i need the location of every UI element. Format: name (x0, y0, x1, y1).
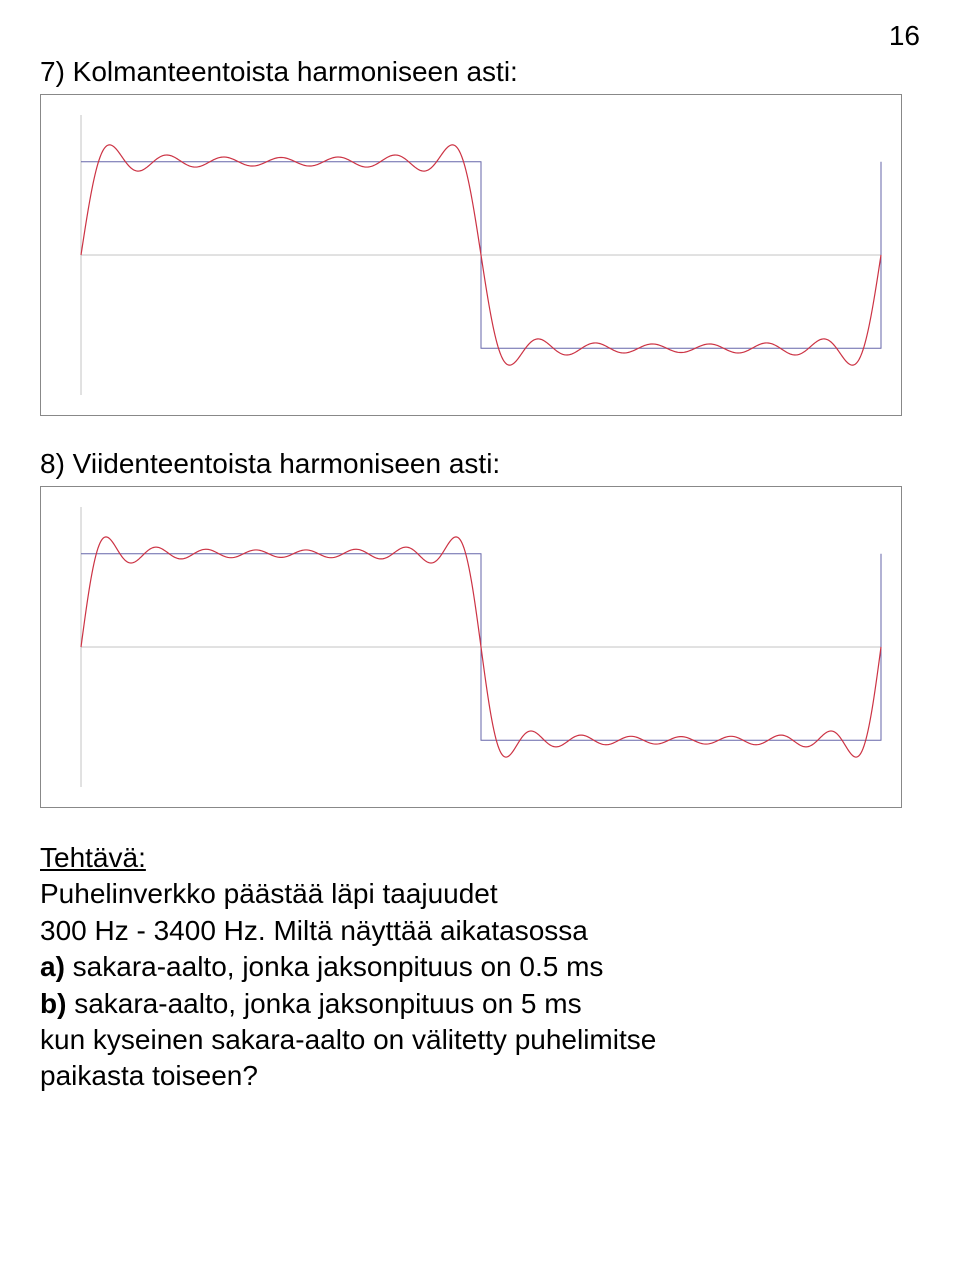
task-a-label: a) (40, 951, 65, 982)
chart-2-box (40, 486, 902, 808)
task-a-text: sakara-aalto, jonka jaksonpituus on 0.5 … (65, 951, 604, 982)
chart-1-box (40, 94, 902, 416)
heading-8: 8) Viidenteentoista harmoniseen asti: (40, 448, 920, 480)
task-line1: Puhelinverkko päästää läpi taajuudet (40, 878, 498, 909)
task-b-label: b) (40, 988, 66, 1019)
heading-7: 7) Kolmanteentoista harmoniseen asti: (40, 56, 920, 88)
task-line2: 300 Hz - 3400 Hz. Miltä näyttää aikataso… (40, 915, 588, 946)
chart-2-svg (41, 487, 901, 807)
task-line6: paikasta toiseen? (40, 1060, 258, 1091)
page-number: 16 (40, 20, 920, 52)
task-line5: kun kyseinen sakara-aalto on välitetty p… (40, 1024, 656, 1055)
task-b-text: sakara-aalto, jonka jaksonpituus on 5 ms (66, 988, 581, 1019)
task-label: Tehtävä: (40, 842, 146, 873)
task-block: Tehtävä: Puhelinverkko päästää läpi taaj… (40, 840, 920, 1095)
chart-1-svg (41, 95, 901, 415)
